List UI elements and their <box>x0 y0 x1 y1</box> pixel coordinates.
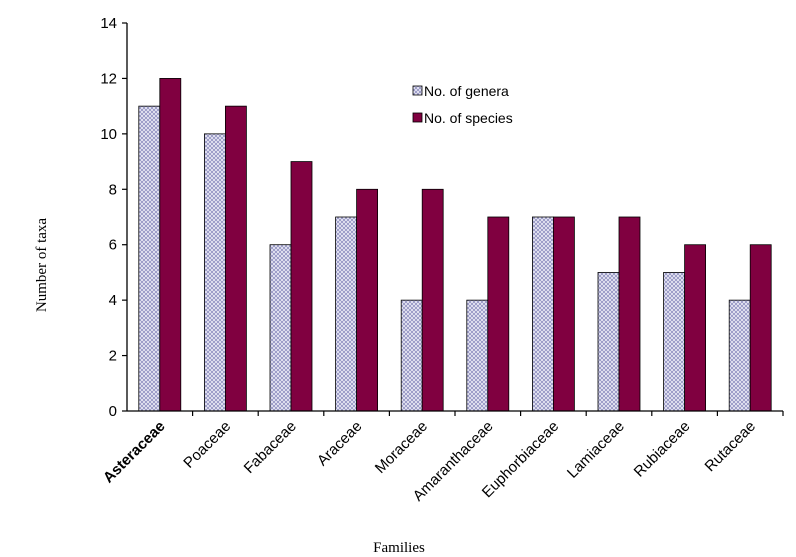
bar-species <box>684 244 706 412</box>
y-tick-label: 2 <box>109 348 117 365</box>
bar-species <box>159 78 182 412</box>
x-ticks: Asteraceae Poaceae Fabaceae Araceae Moraceae… <box>100 411 784 505</box>
bar-species <box>421 188 444 412</box>
y-tick-label: 4 <box>109 292 117 309</box>
bar-genera <box>400 299 423 412</box>
x-tick-label: Lamiaceae <box>564 418 628 482</box>
x-axis-title: Families <box>373 540 425 556</box>
x-tick-label: Fabaceae <box>241 418 300 477</box>
bar-genera <box>466 299 489 412</box>
x-tick-label: Asteraceae <box>100 418 169 487</box>
bar-species <box>749 244 772 412</box>
y-tick-label: 10 <box>100 126 117 143</box>
y-axis-title: Number of taxa <box>34 218 50 312</box>
legend-swatch-species <box>412 112 423 123</box>
y-tick-label: 0 <box>109 403 117 420</box>
y-ticks: 0 2 4 6 8 10 12 14 <box>100 15 127 420</box>
y-tick-label: 14 <box>100 15 117 32</box>
bar-species <box>224 105 247 412</box>
bar-genera <box>138 105 161 412</box>
bar-species <box>290 161 313 412</box>
bars-group <box>138 78 772 412</box>
x-tick-label: Araceae <box>314 418 366 470</box>
bar-genera <box>269 244 292 412</box>
legend-swatch-genera <box>412 85 423 96</box>
bar-species <box>356 188 379 412</box>
x-tick-label: Moraceae <box>372 418 431 477</box>
x-tick-label: Rubiaceae <box>631 418 694 481</box>
bar-species <box>553 216 575 412</box>
legend-label-species: No. of species <box>424 110 513 126</box>
bar-genera <box>532 216 554 412</box>
legend-label-genera: No. of genera <box>424 83 509 99</box>
y-tick-label: 8 <box>109 181 117 198</box>
x-tick-label: Rutaceae <box>702 418 759 475</box>
legend: No. of genera No. of species <box>412 83 513 126</box>
bar-genera <box>203 133 226 412</box>
bar-genera <box>597 272 620 412</box>
y-tick-label: 12 <box>100 70 117 87</box>
y-tick-label: 6 <box>109 237 117 254</box>
bar-genera <box>335 216 358 412</box>
bar-genera <box>728 299 751 412</box>
bar-genera <box>663 272 685 412</box>
bar-species <box>618 216 641 412</box>
x-tick-label: Poaceae <box>180 418 234 472</box>
bar-species <box>487 216 510 412</box>
